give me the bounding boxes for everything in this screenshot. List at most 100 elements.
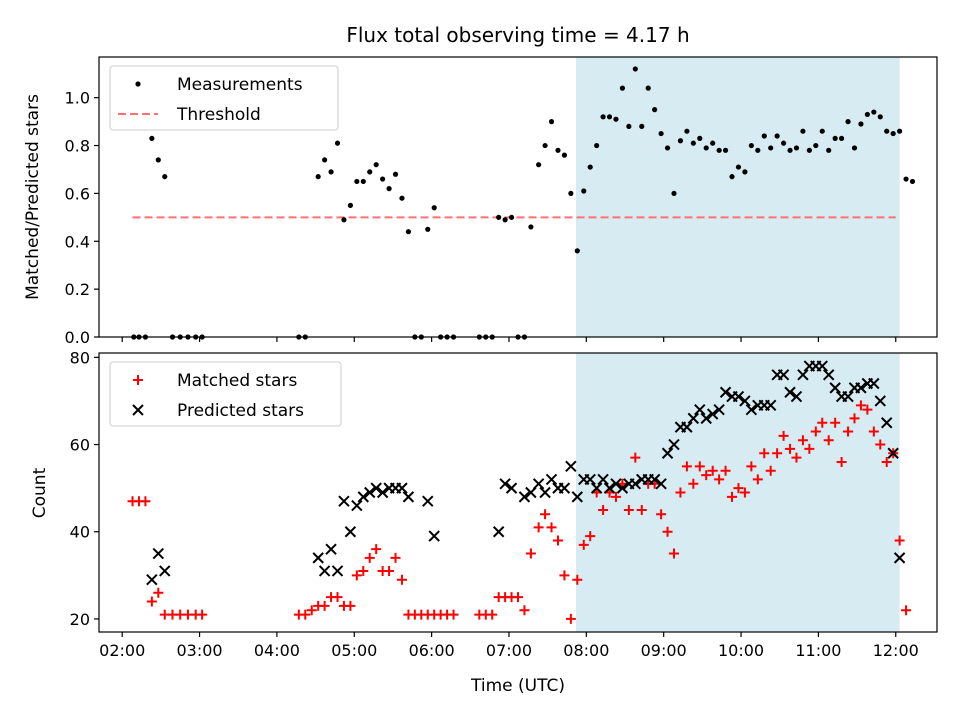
matched-star-point [830, 417, 841, 428]
matched-star-point [817, 417, 828, 428]
measurement-point [639, 123, 645, 130]
matched-star-point [364, 552, 375, 563]
matched-star-point [546, 522, 557, 533]
measurement-point [431, 205, 437, 211]
bottom-panel: Count 20 40 60 80 02:00 03:00 04:00 05:00 06:00 0… [30, 348, 938, 660]
matched-star-point [487, 609, 498, 620]
matched-star-point [390, 552, 401, 563]
matched-star-point [197, 609, 208, 620]
predicted-star-point [152, 547, 165, 560]
matched-star-point [875, 439, 886, 450]
predicted-star-point [893, 552, 906, 564]
measurement-point [425, 226, 431, 232]
bottom-y-axis-label: Count [30, 467, 50, 518]
matched-star-point [656, 509, 667, 520]
matched-star-point [525, 548, 536, 559]
matched-star-point [688, 478, 699, 489]
matched-star-point [791, 452, 802, 463]
predicted-star-point [784, 386, 796, 398]
measurement-point [755, 147, 761, 153]
legend-marker [133, 375, 143, 385]
predicted-star-point [396, 482, 408, 494]
predicted-star-point [700, 412, 712, 425]
matched-star-point [759, 448, 770, 459]
measurement-point [716, 147, 722, 153]
predicted-star-point [351, 499, 363, 512]
predicted-star-point [655, 478, 667, 490]
measurement-point [864, 111, 870, 118]
matched-star-point [572, 574, 583, 585]
predicted-star-point [616, 482, 629, 494]
predicted-star-point [797, 369, 809, 381]
measurement-point [528, 224, 534, 230]
predicted-star-point [745, 403, 758, 416]
matched-star-point [746, 461, 757, 472]
matched-star-point [675, 487, 686, 498]
matched-star-point [862, 404, 873, 415]
series-layer [127, 360, 912, 624]
measurement-point [845, 119, 851, 125]
predicted-star-point [868, 377, 880, 390]
measurement-point [380, 176, 386, 182]
matched-star-point [448, 609, 459, 620]
x-tick-label: 07:00 [486, 641, 532, 660]
predicted-star-point [881, 417, 893, 429]
y-tick-label: 40 [70, 523, 90, 542]
predicted-star-point [713, 403, 725, 416]
matched-star-point [585, 531, 596, 542]
measurement-point [149, 135, 155, 141]
legend-label: Threshold [176, 105, 261, 125]
measurement-point [626, 123, 632, 130]
predicted-star-point [364, 486, 376, 499]
legend-label: Measurements [177, 75, 303, 95]
matched-star-point [701, 470, 712, 481]
measurement-point [826, 147, 832, 153]
matched-star-point [319, 600, 330, 611]
measurement-point [871, 109, 877, 115]
predicted-star-point [829, 382, 841, 394]
measurement-point [710, 140, 716, 146]
predicted-star-point [739, 395, 751, 407]
predicted-star-point [505, 482, 518, 494]
measurement-point [703, 145, 709, 151]
predicted-star-point [661, 447, 674, 459]
predicted-star-point [603, 482, 616, 494]
legend: Matched stars Predicted stars [109, 361, 342, 427]
matched-star-point [901, 605, 912, 616]
measurement-point [581, 188, 587, 194]
measurement-point [735, 164, 742, 170]
matched-star-point [881, 456, 892, 467]
measurement-point [328, 169, 334, 175]
legend-label: Predicted stars [177, 401, 304, 421]
matched-star-point [894, 535, 905, 546]
x-tick-label: 08:00 [563, 641, 609, 660]
predicted-star-point [370, 482, 382, 494]
x-tick-label: 02:00 [99, 641, 145, 660]
measurement-point [392, 171, 399, 177]
predicted-star-point [694, 403, 706, 416]
predicted-star-point [681, 421, 693, 433]
x-axis-label: Time (UTC) [470, 676, 565, 696]
measurement-point [502, 217, 508, 223]
y-tick-label: 0.6 [65, 184, 90, 203]
matched-star-point [662, 526, 673, 537]
matched-star-point [727, 491, 738, 502]
matched-star-point [552, 535, 563, 546]
measurement-point [600, 114, 606, 120]
x-tick-label: 06:00 [409, 641, 455, 660]
matched-star-point [384, 565, 395, 576]
matched-star-point [396, 574, 407, 585]
predicted-star-point [357, 491, 369, 503]
measurement-point [405, 229, 412, 235]
measurement-point [561, 152, 568, 158]
matched-star-point [513, 592, 523, 603]
x-tick-label: 09:00 [641, 641, 687, 660]
predicted-star-point [629, 478, 642, 490]
matched-star-point [668, 548, 679, 559]
measurement-point [780, 140, 787, 146]
x-tick-label: 12:00 [873, 641, 919, 660]
matched-star-point [823, 435, 834, 446]
y-tick-label: 0.4 [65, 232, 90, 251]
x-tick-label: 05:00 [331, 641, 377, 660]
predicted-star-point [422, 495, 434, 507]
